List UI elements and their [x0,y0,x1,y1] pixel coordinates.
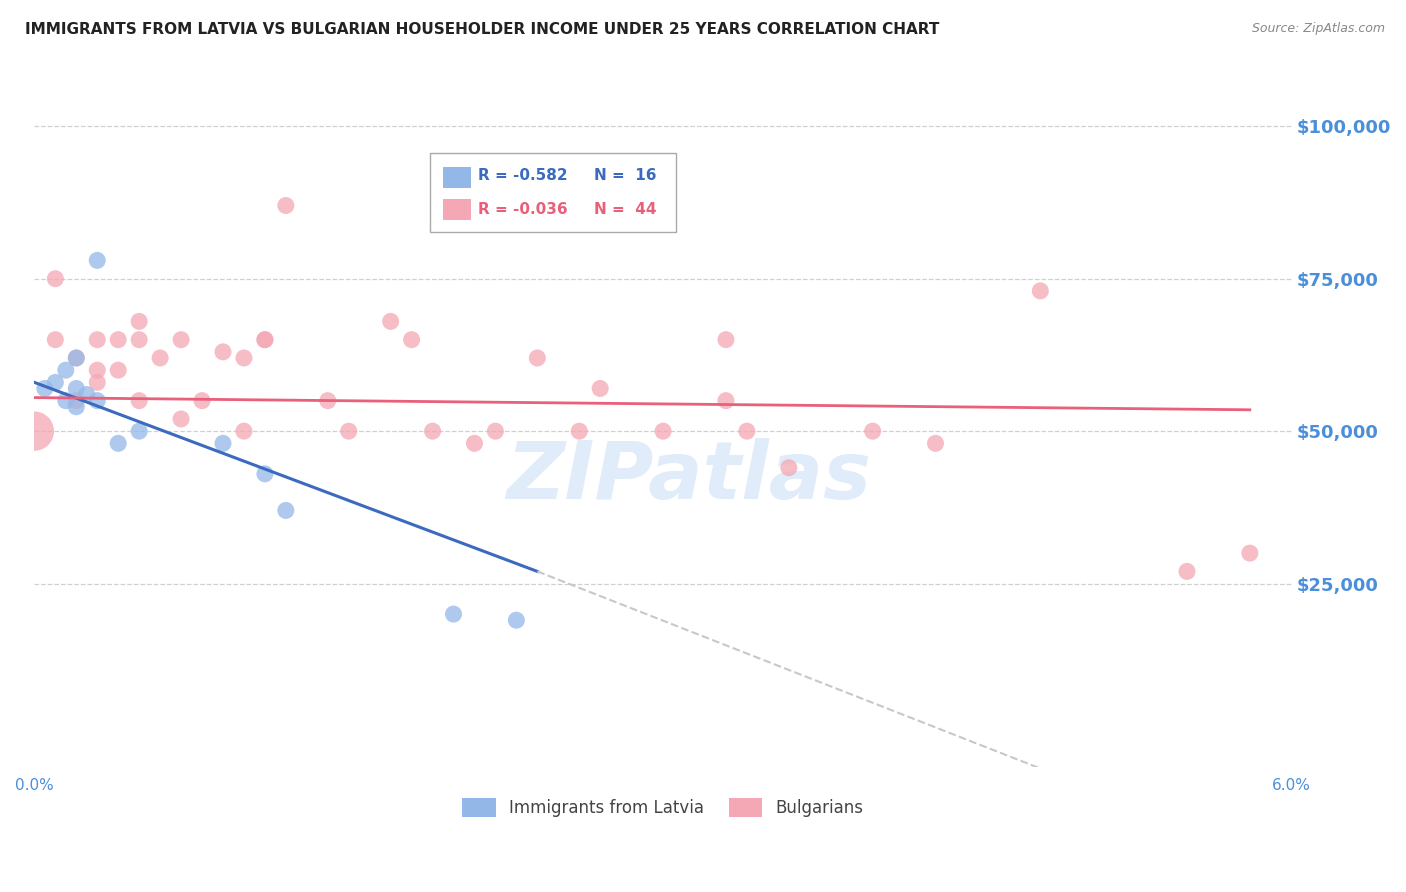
Point [65,351,87,365]
Point [589,381,612,395]
Text: R = -0.036: R = -0.036 [478,202,568,218]
Text: IMMIGRANTS FROM LATVIA VS BULGARIAN HOUSEHOLDER INCOME UNDER 25 YEARS CORRELATIO: IMMIGRANTS FROM LATVIA VS BULGARIAN HOUS… [25,22,939,37]
Point [44,271,66,285]
Point [422,424,444,438]
Point [128,424,150,438]
Point [1029,284,1052,298]
Point [44,333,66,347]
Point [65,400,87,414]
Point [1175,565,1198,579]
Point [55,363,77,377]
Point [149,351,172,365]
Point [463,436,485,450]
Point [65,381,87,395]
Text: N =  44: N = 44 [593,202,657,218]
Point [170,412,193,426]
Point [337,424,360,438]
Point [484,424,506,438]
Point [862,424,884,438]
Point [232,351,254,365]
Point [526,351,548,365]
Point [1239,546,1261,560]
Point [735,424,758,438]
Legend: Immigrants from Latvia, Bulgarians: Immigrants from Latvia, Bulgarians [456,791,870,823]
Point [232,424,254,438]
Text: N =  16: N = 16 [593,168,657,183]
Text: Source: ZipAtlas.com: Source: ZipAtlas.com [1251,22,1385,36]
Point [65,393,87,408]
Point [714,333,737,347]
Point [714,393,737,408]
Point [401,333,423,347]
Point [652,424,675,438]
Text: R = -0.582: R = -0.582 [478,168,568,183]
Point [380,314,402,328]
Point [212,436,235,450]
Point [274,198,297,212]
Point [107,436,129,450]
Point [55,393,77,408]
Point [924,436,946,450]
Point [253,333,276,347]
Point [86,253,108,268]
Point [128,314,150,328]
FancyBboxPatch shape [430,153,676,233]
Point [107,333,129,347]
Point [274,503,297,517]
Point [86,363,108,377]
Text: ZIPatlas: ZIPatlas [506,438,870,516]
Point [778,460,800,475]
Point [212,344,235,359]
Point [86,393,108,408]
Point [34,381,56,395]
Point [568,424,591,438]
Point [443,607,465,621]
Bar [443,200,471,220]
Point [65,351,87,365]
Point [505,613,527,627]
Point [86,376,108,390]
Point [253,467,276,481]
Point [76,387,98,401]
Point [170,333,193,347]
Bar [443,167,471,187]
Point [86,333,108,347]
Point [316,393,339,408]
Point [22,424,45,438]
Point [107,363,129,377]
Point [44,376,66,390]
Point [128,333,150,347]
Point [253,333,276,347]
Point [128,393,150,408]
Point [191,393,214,408]
